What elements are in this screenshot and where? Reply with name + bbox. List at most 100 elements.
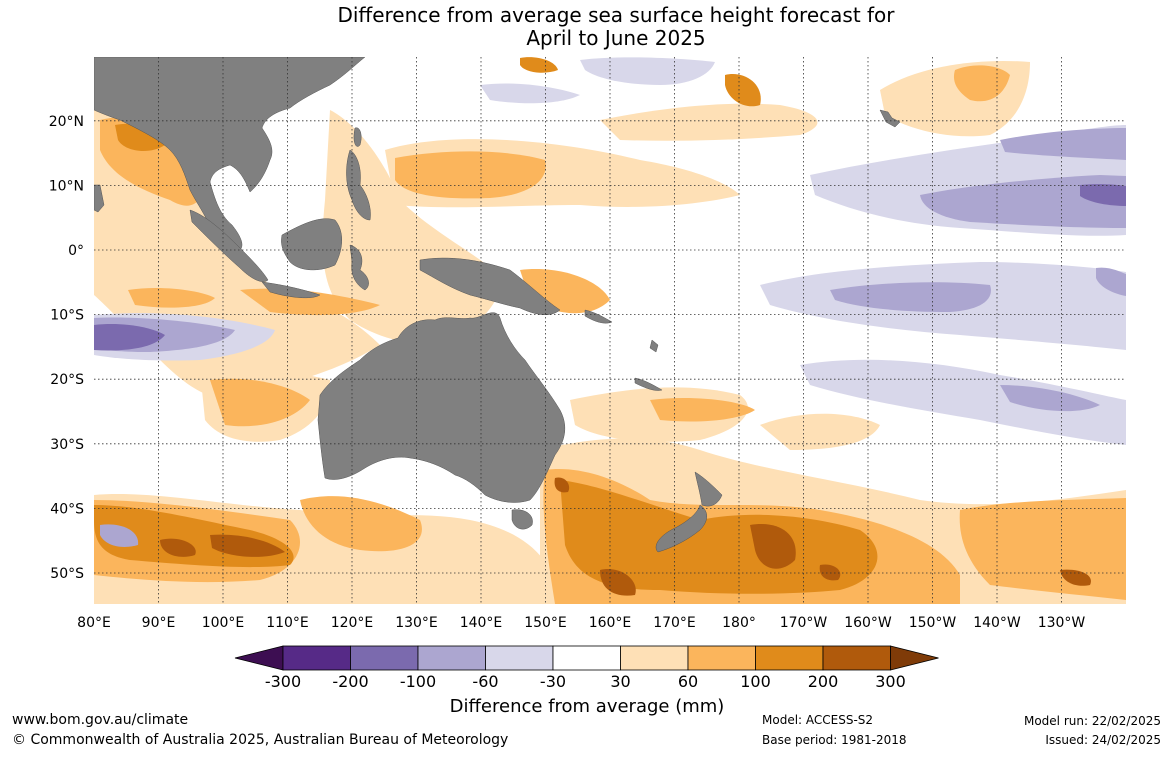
map-title: Difference from average sea surface heig… xyxy=(0,4,1173,50)
anomaly-region-north-pacific-core xyxy=(395,151,546,199)
land-new-zealand-north xyxy=(694,471,723,507)
longitude-label: 120°E xyxy=(331,615,374,631)
anomaly-region-north-pacific-negative-core xyxy=(920,175,1126,228)
anomaly-region-great-australian-bight xyxy=(300,496,422,552)
issued-date: Issued: 24/02/2025 xyxy=(1045,733,1161,747)
longitude-label: 160°E xyxy=(589,615,632,631)
model-run-date: Model run: 22/02/2025 xyxy=(1023,714,1161,728)
longitude-label: 180° xyxy=(722,615,756,631)
land-masses xyxy=(94,57,901,553)
anomaly-region-south-pacific-peak xyxy=(750,524,796,569)
anomaly-region-north-pacific-upper xyxy=(600,103,818,141)
anomaly-region-northeast-pacific-core xyxy=(953,65,1010,102)
title-line-2: April to June 2025 xyxy=(526,26,706,50)
colorbar xyxy=(234,645,939,671)
colorbar-tick: 60 xyxy=(678,672,698,691)
land-new-caledonia xyxy=(634,377,663,391)
longitude-label: 160°W xyxy=(844,615,892,631)
latitude-label: 10°N xyxy=(49,178,84,194)
anomaly-region-south-pacific-negative-core xyxy=(830,282,991,312)
latitude-label: 10°S xyxy=(50,308,84,324)
model-name: Model: ACCESS-S2 xyxy=(762,713,874,727)
colorbar-title: Difference from average (mm) xyxy=(449,696,725,717)
anomaly-region-northwest-pacific xyxy=(520,57,558,73)
anomaly-region-south-central-pacific xyxy=(760,413,880,450)
latitude-label: 20°S xyxy=(50,372,84,388)
colorbar-segment xyxy=(755,645,824,671)
latitude-label: 50°S xyxy=(50,566,84,582)
title-line-1: Difference from average sea surface heig… xyxy=(337,3,895,27)
latitude-labels: 20°N 10°N 0° 10°S 20°S 30°S 40°S 50°S xyxy=(49,114,84,582)
anomaly-region-southern-ocean-peak-central xyxy=(210,534,285,557)
anomaly-region-central-pacific-north xyxy=(725,74,761,107)
anomaly-region-west-indian-strong-negative xyxy=(94,324,165,351)
anomaly-region-north-pacific-negative-band xyxy=(1000,128,1126,160)
colorbar-tick: -60 xyxy=(472,672,498,691)
anomaly-field xyxy=(94,57,1126,604)
colorbar-extend-high xyxy=(890,645,939,671)
colorbar-segment xyxy=(687,645,756,671)
land-vanuatu xyxy=(649,339,659,353)
colorbar-extend-low xyxy=(234,645,284,671)
colorbar-tick: -300 xyxy=(265,672,301,691)
anomaly-region-east-south-pacific-negative xyxy=(1000,385,1100,412)
colorbar-segment xyxy=(282,645,351,671)
anomaly-region-southern-ocean-peak-west xyxy=(160,538,196,557)
longitude-label: 170°W xyxy=(780,615,828,631)
land-java xyxy=(261,281,321,299)
colorbar-segment xyxy=(822,645,891,671)
anomaly-region-tasman-peak xyxy=(600,569,636,596)
longitude-label: 140°W xyxy=(973,615,1021,631)
land-hawaii xyxy=(879,109,901,128)
colorbar-segment xyxy=(620,645,689,671)
anomaly-region-north-pacific-strong-negative xyxy=(1080,184,1126,206)
anomaly-region-java-sea xyxy=(240,288,380,316)
land-borneo xyxy=(281,218,342,271)
anomaly-region-southwest-tasman-peak xyxy=(554,477,570,493)
land-new-zealand-south xyxy=(655,504,707,553)
anomaly-region-north-pacific-negative-west xyxy=(580,57,715,85)
graticule xyxy=(94,57,1126,604)
land-sulawesi xyxy=(349,244,369,291)
longitude-label: 150°E xyxy=(524,615,567,631)
longitude-label: 150°W xyxy=(909,615,957,631)
land-solomon-islands xyxy=(584,309,613,324)
longitude-label: 100°E xyxy=(202,615,245,631)
anomaly-region-south-pacific-peak-east xyxy=(819,564,841,581)
colorbar-tick: 100 xyxy=(740,672,771,691)
colorbar-segment xyxy=(485,645,554,671)
land-tasmania xyxy=(511,509,533,530)
anomaly-region-west-indian xyxy=(128,287,215,308)
anomaly-region-southeast-indian xyxy=(210,378,310,427)
base-period: Base period: 1981-2018 xyxy=(762,733,907,747)
longitude-label: 130°E xyxy=(395,615,438,631)
longitude-label: 170°E xyxy=(653,615,696,631)
longitude-label: 80°E xyxy=(77,615,111,631)
colorbar-tick: 30 xyxy=(610,672,630,691)
colorbar-tick: 200 xyxy=(808,672,839,691)
longitude-label: 110°E xyxy=(266,615,309,631)
longitude-label: 140°E xyxy=(460,615,503,631)
anomaly-region-south-indian-small-negative xyxy=(100,524,139,547)
colorbar-tick: -200 xyxy=(332,672,368,691)
longitude-labels: 80°E 90°E 100°E 110°E 120°E 130°E 140°E 150°E 16… xyxy=(77,615,1085,631)
anomaly-region-east-pacific-negative xyxy=(800,359,1126,445)
latitude-label: 0° xyxy=(68,243,84,259)
colorbar-tick-labels: -300 -200 -100 -60 -30 30 60 100 200 300 xyxy=(265,672,906,691)
latitude-label: 40°S xyxy=(50,501,84,517)
colorbar-segment xyxy=(350,645,419,671)
colorbar-segment xyxy=(417,645,486,671)
land-australia xyxy=(317,312,566,503)
land-taiwan xyxy=(353,127,362,147)
website-link[interactable]: www.bom.gov.au/climate xyxy=(12,712,189,728)
land-asia xyxy=(94,57,366,251)
anomaly-region-central-pacific-negative xyxy=(480,83,580,104)
anomaly-region-coral-sea-core xyxy=(650,398,755,422)
longitude-label: 90°E xyxy=(142,615,176,631)
longitude-label: 130°W xyxy=(1038,615,1086,631)
anomaly-region-southern-ocean-east-peak xyxy=(1060,569,1091,586)
anomaly-region-far-east-pacific-negative xyxy=(1096,267,1126,296)
latitude-label: 20°N xyxy=(49,114,84,130)
colorbar-tick: -30 xyxy=(540,672,566,691)
